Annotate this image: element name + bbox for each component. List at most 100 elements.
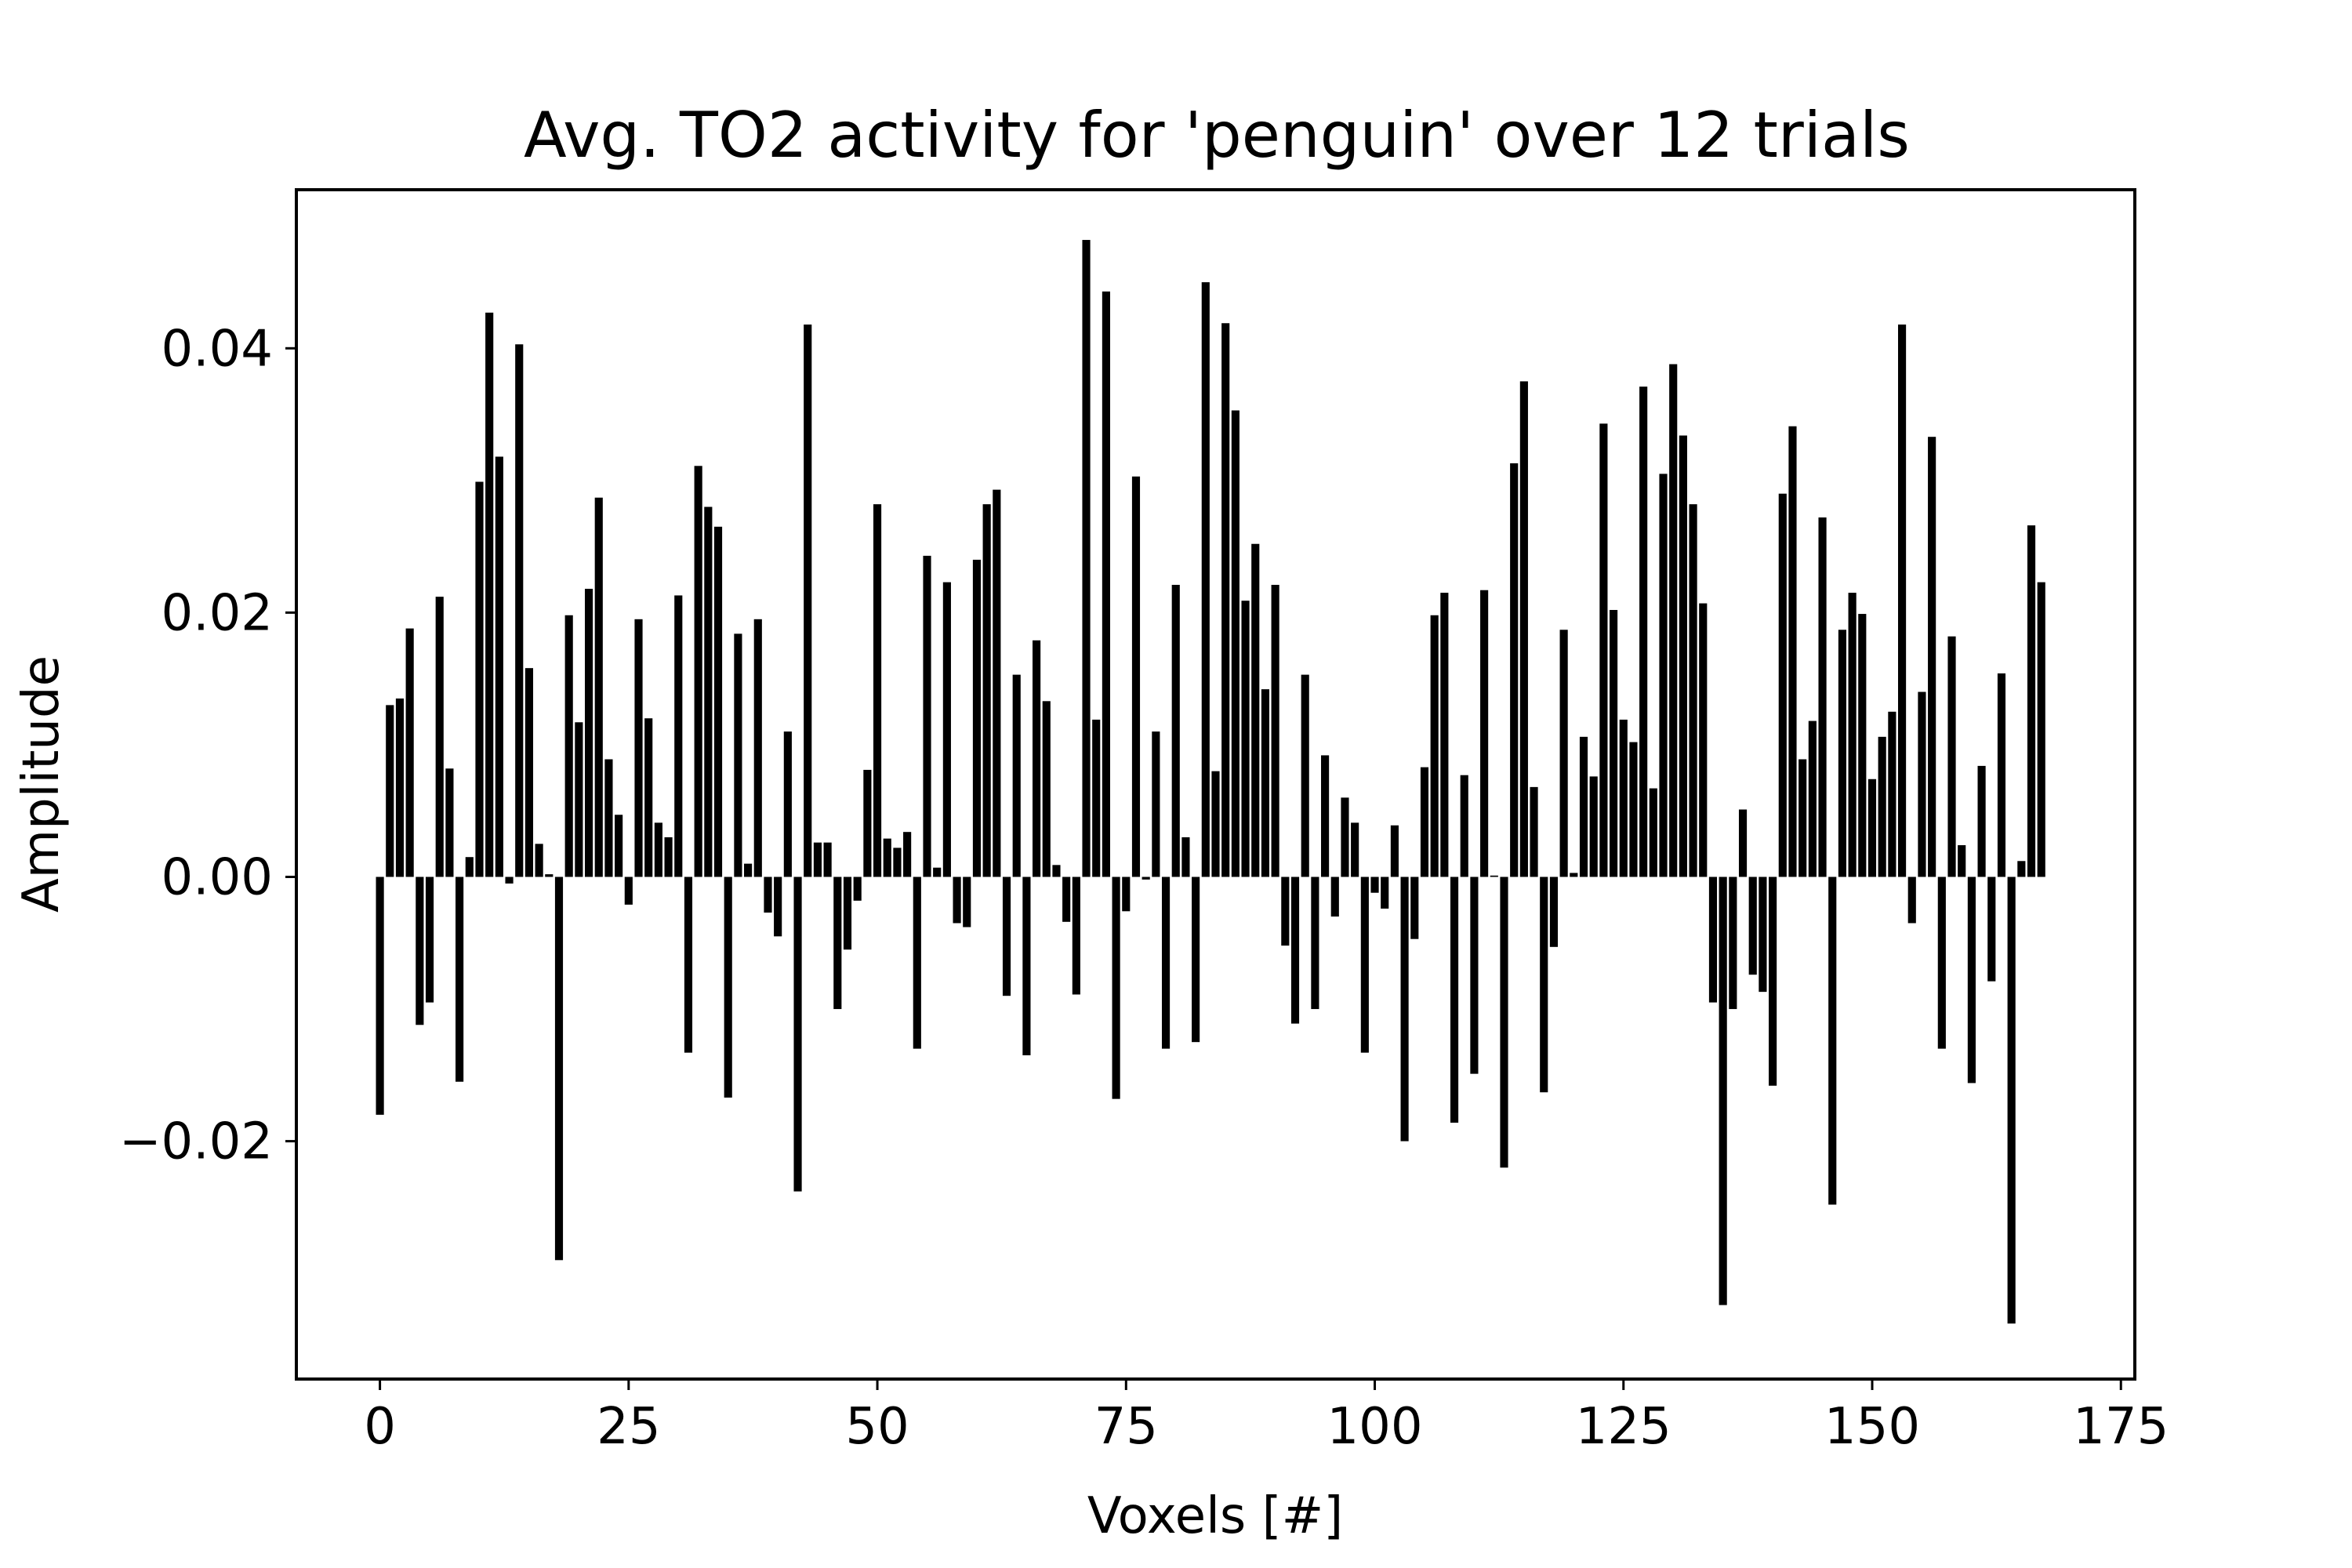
bar-voxel-51 bbox=[883, 838, 891, 877]
bar-voxel-109 bbox=[1460, 775, 1468, 877]
bar-voxel-36 bbox=[734, 633, 742, 877]
bar-voxel-72 bbox=[1092, 719, 1101, 877]
bar-voxel-164 bbox=[2007, 877, 2016, 1324]
bar-voxel-159 bbox=[1958, 845, 1966, 877]
bar-voxel-80 bbox=[1171, 584, 1180, 877]
bar-voxel-57 bbox=[942, 582, 951, 877]
bar-voxel-31 bbox=[684, 877, 693, 1053]
bar-voxel-44 bbox=[813, 842, 822, 877]
plot-area bbox=[295, 188, 2136, 1381]
bar-voxel-119 bbox=[1559, 630, 1568, 877]
bar-voxel-114 bbox=[1510, 463, 1519, 877]
bar-voxel-99 bbox=[1360, 877, 1369, 1053]
bar-voxel-89 bbox=[1261, 689, 1270, 877]
bar-voxel-92 bbox=[1290, 877, 1300, 1024]
x-tick-label: 0 bbox=[364, 1398, 396, 1456]
bar-voxel-128 bbox=[1649, 788, 1657, 877]
bar-voxel-20 bbox=[575, 722, 583, 877]
bar-voxel-94 bbox=[1311, 877, 1319, 1010]
bar-voxel-50 bbox=[873, 504, 882, 877]
bar-voxel-83 bbox=[1201, 281, 1210, 877]
x-tick-label: 75 bbox=[1094, 1398, 1158, 1456]
bar-voxel-74 bbox=[1112, 877, 1120, 1099]
bar-voxel-101 bbox=[1381, 877, 1389, 909]
y-tick-label: −0.02 bbox=[119, 1113, 273, 1171]
bar-voxel-64 bbox=[1012, 674, 1021, 877]
bar-voxel-63 bbox=[1002, 877, 1011, 996]
bar-voxel-6 bbox=[435, 597, 444, 877]
bar-voxel-107 bbox=[1440, 593, 1449, 877]
bar-voxel-40 bbox=[774, 877, 782, 937]
bar-voxel-104 bbox=[1410, 877, 1419, 939]
bar-voxel-163 bbox=[1997, 673, 2006, 877]
bar-voxel-7 bbox=[445, 768, 454, 877]
bar-voxel-96 bbox=[1330, 877, 1339, 917]
bar-voxel-148 bbox=[1848, 593, 1857, 877]
bar-voxel-18 bbox=[554, 877, 564, 1261]
bar-voxel-111 bbox=[1480, 590, 1489, 877]
bar-voxel-12 bbox=[495, 456, 503, 877]
bar-voxel-78 bbox=[1152, 731, 1160, 877]
bar-voxel-155 bbox=[1918, 691, 1926, 877]
bar-voxel-10 bbox=[475, 481, 484, 877]
bar-voxel-79 bbox=[1161, 877, 1171, 1049]
bar-voxel-145 bbox=[1818, 517, 1827, 877]
bar-voxel-70 bbox=[1072, 877, 1080, 995]
bar-voxel-157 bbox=[1937, 877, 1946, 1049]
x-axis-ticks: 0 25 50 75 100 125 150 175 bbox=[364, 1379, 2169, 1456]
bar-voxel-141 bbox=[1778, 493, 1787, 877]
bar-voxel-61 bbox=[982, 504, 991, 877]
bar-voxel-167 bbox=[2037, 582, 2045, 877]
bar-voxel-88 bbox=[1251, 543, 1260, 877]
bar-voxel-129 bbox=[1659, 474, 1668, 877]
bar-voxel-136 bbox=[1729, 877, 1737, 1010]
bar-voxel-130 bbox=[1669, 364, 1678, 877]
bar-voxel-117 bbox=[1540, 877, 1548, 1093]
bar-voxel-75 bbox=[1122, 877, 1131, 912]
bar-voxel-38 bbox=[753, 619, 762, 877]
bar-voxel-5 bbox=[425, 877, 434, 1003]
bar-voxel-98 bbox=[1351, 822, 1359, 877]
bar-voxel-95 bbox=[1321, 755, 1330, 877]
bar-voxel-139 bbox=[1759, 877, 1767, 993]
bar-voxel-125 bbox=[1619, 719, 1628, 877]
bar-voxel-151 bbox=[1878, 736, 1886, 877]
bar-voxel-158 bbox=[1947, 636, 1956, 877]
bar-voxel-166 bbox=[2027, 525, 2036, 877]
bar-voxel-52 bbox=[893, 848, 902, 877]
y-tick-label: 0.00 bbox=[162, 848, 274, 906]
bar-voxel-9 bbox=[465, 857, 474, 877]
bar-voxel-156 bbox=[1928, 437, 1936, 877]
bar-voxel-161 bbox=[1977, 765, 1986, 877]
bar-voxel-34 bbox=[713, 526, 723, 877]
bar-voxel-153 bbox=[1897, 324, 1907, 877]
bar-voxel-120 bbox=[1570, 873, 1578, 877]
bar-voxel-144 bbox=[1808, 720, 1817, 877]
x-axis-label: Voxels [#] bbox=[1087, 1487, 1343, 1545]
bar-voxel-162 bbox=[1987, 877, 1996, 982]
bar-voxel-102 bbox=[1390, 825, 1399, 877]
bar-voxel-143 bbox=[1798, 759, 1807, 877]
y-tick-label: 0.02 bbox=[162, 584, 274, 642]
bar-voxel-152 bbox=[1888, 711, 1896, 877]
bar-voxel-1 bbox=[386, 705, 394, 877]
bar-voxel-46 bbox=[833, 877, 842, 1010]
bar-voxel-118 bbox=[1549, 877, 1559, 947]
bar-voxel-108 bbox=[1450, 877, 1459, 1123]
bar-voxel-26 bbox=[634, 619, 643, 877]
bar-voxel-82 bbox=[1192, 877, 1200, 1043]
bar-voxel-112 bbox=[1490, 875, 1498, 877]
bar-voxel-97 bbox=[1341, 797, 1349, 877]
bar-voxel-147 bbox=[1838, 630, 1847, 877]
bar-voxel-37 bbox=[744, 863, 753, 877]
bar-voxel-138 bbox=[1748, 877, 1757, 975]
bar-series bbox=[376, 240, 2045, 1324]
bar-voxel-62 bbox=[993, 489, 1001, 877]
bar-voxel-16 bbox=[535, 844, 543, 877]
bar-voxel-3 bbox=[405, 628, 414, 877]
x-tick-label: 100 bbox=[1327, 1398, 1422, 1456]
bar-voxel-2 bbox=[395, 698, 405, 877]
bar-voxel-160 bbox=[1967, 877, 1976, 1083]
bar-voxel-66 bbox=[1033, 640, 1041, 877]
bar-voxel-85 bbox=[1221, 323, 1230, 877]
